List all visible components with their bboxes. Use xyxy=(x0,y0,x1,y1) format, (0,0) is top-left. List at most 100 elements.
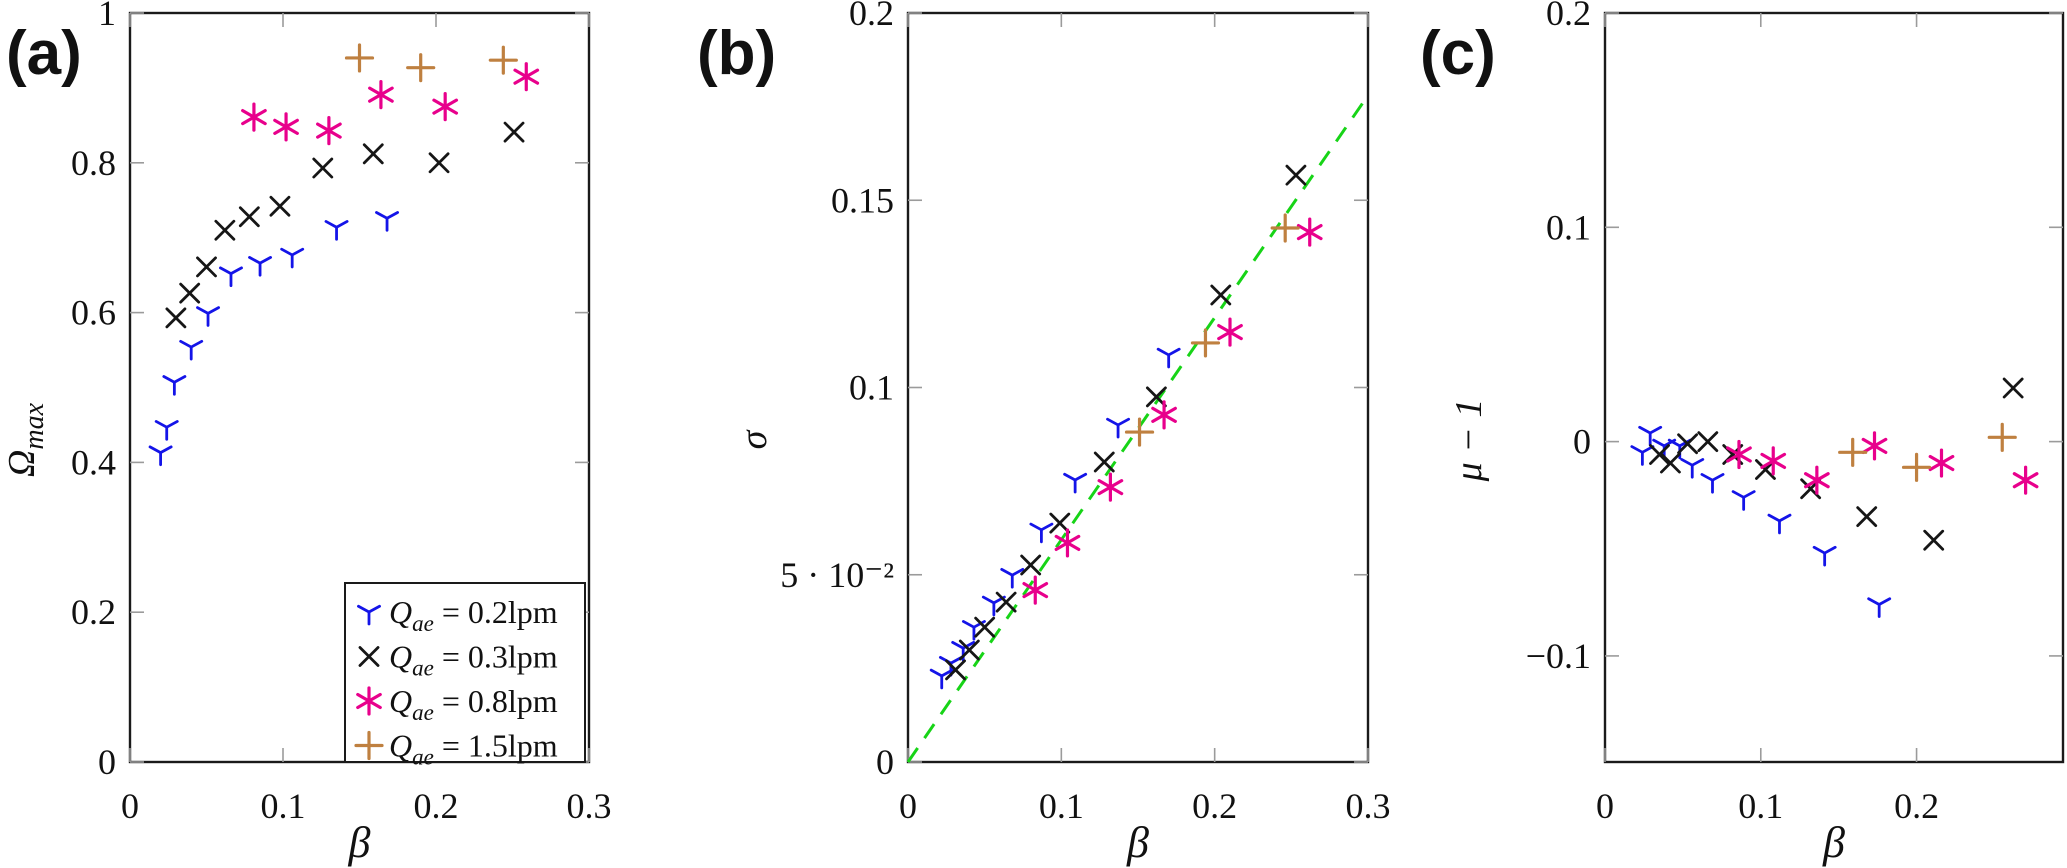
plus-marker xyxy=(1190,328,1221,358)
legend-entry-label: Qae = 0.8lpm xyxy=(389,683,558,725)
y-tick-label: 0.6 xyxy=(71,293,116,333)
panel-c: 0 0.1 0.2 −0.1 0 0.1 0.2 (c) β μ − 1 xyxy=(1420,0,2065,867)
series-qae---0.3lpm xyxy=(1649,377,2024,551)
reference-dashed-line xyxy=(906,94,1370,763)
tripod-marker xyxy=(162,375,187,396)
y-tick-label: −0.1 xyxy=(1526,636,1591,676)
tripod-marker xyxy=(1638,425,1663,447)
asterisk-marker xyxy=(1726,439,1752,470)
asterisk-marker xyxy=(368,80,394,110)
x-tick-label: 0.3 xyxy=(1346,786,1391,826)
cross-marker xyxy=(2002,377,2024,399)
tripod-marker xyxy=(357,604,381,626)
cross-marker xyxy=(1020,554,1042,576)
x-tick-label: 0 xyxy=(899,786,917,826)
series-qae---0.3lpm xyxy=(165,121,525,329)
tripod-marker xyxy=(1812,545,1837,567)
cross-marker xyxy=(1923,529,1945,551)
plus-marker xyxy=(1270,213,1300,243)
y-tick-label: 0.8 xyxy=(71,143,116,183)
panel-a: 0 0.1 0.2 0.3 0 0.2 0.4 0.6 0.8 1 (a) β Ωmax Qae = 0.… xyxy=(1,0,612,867)
tripod-marker xyxy=(154,420,179,441)
asterisk-marker xyxy=(2012,465,2039,495)
series-qae---1.5lpm xyxy=(1838,422,2017,482)
cross-marker xyxy=(1093,451,1115,473)
cross-marker xyxy=(958,639,980,661)
tripod-marker xyxy=(196,306,220,327)
x-axis-label: β xyxy=(1126,818,1149,867)
y-axis-label: Ωmax xyxy=(1,402,50,477)
asterisk-marker xyxy=(1151,400,1177,430)
y-axis-label: μ − 1 xyxy=(1448,399,1490,483)
cross-marker xyxy=(362,143,384,165)
panel-label: (c) xyxy=(1420,19,1496,88)
asterisk-marker xyxy=(1022,575,1049,605)
cross-marker xyxy=(428,152,450,174)
x-tick-label: 0.3 xyxy=(567,786,612,826)
tripod-marker xyxy=(1029,522,1054,544)
asterisk-marker xyxy=(1217,317,1243,347)
tripod-marker xyxy=(1106,417,1131,439)
y-tick-label: 0.1 xyxy=(849,368,894,408)
plus-marker xyxy=(1838,437,1868,467)
tripod-marker xyxy=(961,620,986,641)
tripod-marker xyxy=(179,339,204,361)
plus-marker xyxy=(354,730,384,761)
cross-marker xyxy=(974,616,996,638)
tripod-marker xyxy=(324,220,349,241)
series-qae---1.5lpm xyxy=(344,43,518,83)
x-tick-label: 0.2 xyxy=(1192,786,1237,826)
cross-marker xyxy=(196,256,217,278)
x-tick-label: 0.2 xyxy=(414,786,459,826)
cross-marker xyxy=(269,195,291,217)
cross-marker xyxy=(1697,431,1719,453)
tripod-marker xyxy=(1867,597,1892,618)
panel-b: 0 0.1 0.2 0.3 0 5 · 10⁻² 0.1 0.15 0.2 (b) β σ xyxy=(697,0,1391,867)
cross-marker xyxy=(1285,164,1307,186)
x-tick-label: 0 xyxy=(121,786,139,826)
asterisk-marker xyxy=(1097,472,1124,502)
asterisk-marker xyxy=(356,686,382,716)
x-tick-label: 0.1 xyxy=(261,786,306,826)
asterisk-marker xyxy=(1861,431,1888,461)
plus-marker xyxy=(406,53,436,83)
y-tick-label: 0.15 xyxy=(831,180,894,220)
tripod-marker xyxy=(375,211,400,232)
tripod-marker xyxy=(280,247,305,269)
asterisk-marker xyxy=(273,112,299,142)
cross-marker xyxy=(1145,386,1167,408)
x-tick-label: 0.2 xyxy=(1894,786,1939,826)
y-tick-label: 0.2 xyxy=(71,592,116,632)
y-tick-label: 0 xyxy=(98,742,116,782)
asterisk-marker xyxy=(316,115,342,146)
cross-marker xyxy=(238,206,260,228)
tripod-marker xyxy=(1731,490,1756,511)
series-qae---0.8lpm xyxy=(1726,431,2039,495)
asterisk-marker xyxy=(241,102,267,132)
axis-box xyxy=(1603,11,2065,764)
tripod-marker xyxy=(1700,473,1725,494)
x-tick-label: 0.1 xyxy=(1738,786,1783,826)
y-tick-label: 0.2 xyxy=(849,0,894,33)
plus-marker xyxy=(344,43,375,73)
cross-marker xyxy=(165,307,187,329)
cross-marker xyxy=(503,121,525,143)
asterisk-marker xyxy=(1804,465,1830,495)
legend-entry-label: Qae = 0.3lpm xyxy=(389,639,558,681)
cross-marker xyxy=(1660,452,1681,474)
tripod-marker xyxy=(1680,458,1705,479)
tripod-marker xyxy=(1063,472,1088,494)
cross-marker xyxy=(214,219,236,241)
y-axis-label: σ xyxy=(733,429,775,449)
tripod-marker xyxy=(148,445,173,467)
y-tick-label: 0.1 xyxy=(1546,207,1591,247)
y-tick-label: 5 · 10⁻² xyxy=(780,555,894,595)
legend-entry-label: Qae = 1.5lpm xyxy=(389,728,558,770)
asterisk-marker xyxy=(513,62,540,92)
x-tick-label: 0 xyxy=(1596,786,1614,826)
cross-marker xyxy=(995,591,1017,613)
x-tick-label: 0.1 xyxy=(1039,786,1084,826)
x-axis-label: β xyxy=(348,818,371,867)
